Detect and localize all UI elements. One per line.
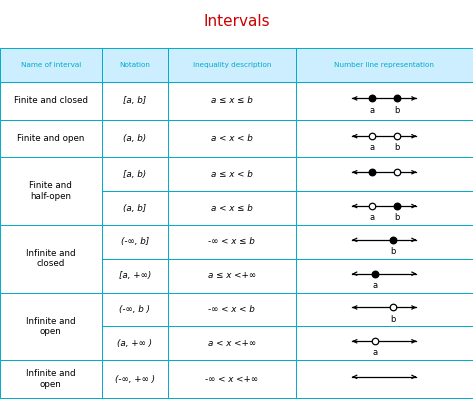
Text: (a, b]: (a, b] [123,204,146,212]
Text: (a, +∞ ): (a, +∞ ) [117,339,152,348]
Point [368,95,376,102]
Bar [296,48,473,82]
Bar [168,157,296,191]
Text: Number line representation: Number line representation [334,62,434,68]
Text: b: b [391,315,396,324]
Point [390,237,397,243]
Bar [296,191,473,225]
Text: b: b [391,247,396,256]
Text: Finite and
half-open: Finite and half-open [29,182,72,201]
Point [390,304,397,311]
Bar [296,157,473,191]
Bar [296,120,473,157]
Text: b: b [394,213,399,222]
Text: a: a [373,348,378,358]
Point [368,169,376,176]
Text: Finite and open: Finite and open [17,134,85,143]
Point [393,169,400,176]
Bar [102,259,168,293]
Bar [0,293,102,360]
Bar [0,360,102,398]
Text: -∞ < x < b: -∞ < x < b [209,305,255,314]
Bar [102,120,168,157]
Text: a ≤ x < b: a ≤ x < b [211,170,253,179]
Bar [102,293,168,326]
Bar [168,293,296,326]
Text: a: a [369,106,375,115]
Text: (-∞, b]: (-∞, b] [121,237,149,246]
Text: a < x ≤ b: a < x ≤ b [211,204,253,212]
Text: a: a [369,213,375,222]
Text: Finite and closed: Finite and closed [14,96,88,105]
Bar [296,326,473,360]
Text: Intervals: Intervals [203,14,270,29]
Point [371,270,379,277]
Text: (-∞, b ): (-∞, b ) [119,305,150,314]
Text: b: b [394,144,399,152]
Bar [102,82,168,120]
Text: a ≤ x ≤ b: a ≤ x ≤ b [211,96,253,105]
Text: b: b [394,106,399,115]
Bar [102,225,168,259]
Bar [296,259,473,293]
Text: Name of interval: Name of interval [21,62,81,68]
Text: -∞ < x <+∞: -∞ < x <+∞ [205,375,258,384]
Text: [a, b): [a, b) [123,170,146,179]
Text: a < x < b: a < x < b [211,134,253,143]
Point [393,133,400,140]
Bar [296,82,473,120]
Text: -∞ < x ≤ b: -∞ < x ≤ b [209,237,255,246]
Point [368,133,376,140]
Bar [0,48,102,82]
Text: Infinite and
closed: Infinite and closed [26,249,76,268]
Text: Inequality description: Inequality description [193,62,271,68]
Bar [102,48,168,82]
Point [393,95,400,102]
Text: Infinite and
open: Infinite and open [26,317,76,336]
Text: a ≤ x <+∞: a ≤ x <+∞ [208,271,256,280]
Text: (a, b): (a, b) [123,134,146,143]
Bar [0,82,102,120]
Text: a: a [369,144,375,152]
Text: Notation: Notation [119,62,150,68]
Bar [168,360,296,398]
Bar [168,120,296,157]
Text: [a, b]: [a, b] [123,96,146,105]
Text: [a, +∞): [a, +∞) [119,271,151,280]
Bar [296,360,473,398]
Bar [102,191,168,225]
Bar [0,120,102,157]
Bar [0,157,102,225]
Bar [168,326,296,360]
Text: Infinite and
open: Infinite and open [26,370,76,389]
Point [368,203,376,209]
Bar [102,157,168,191]
Bar [168,259,296,293]
Bar [102,326,168,360]
Bar [168,225,296,259]
Bar [102,360,168,398]
Text: a < x <+∞: a < x <+∞ [208,339,256,348]
Point [371,338,379,344]
Text: (-∞, +∞ ): (-∞, +∞ ) [115,375,155,384]
Bar [0,225,102,293]
Text: a: a [373,281,378,290]
Bar [296,293,473,326]
Bar [168,191,296,225]
Bar [296,225,473,259]
Bar [168,82,296,120]
Point [393,203,400,209]
Bar [168,48,296,82]
